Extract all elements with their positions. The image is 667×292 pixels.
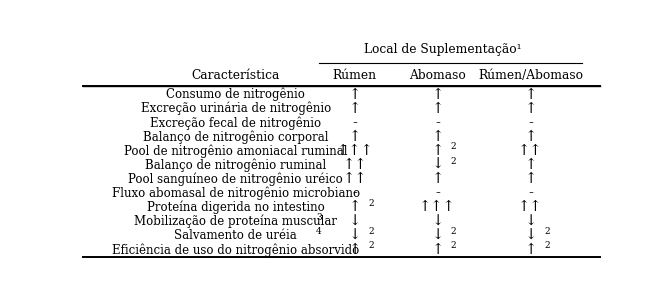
Text: ↑: ↑ bbox=[524, 102, 537, 116]
Text: ↑: ↑ bbox=[349, 88, 361, 102]
Text: Abomaso: Abomaso bbox=[409, 69, 466, 82]
Text: ↓: ↓ bbox=[349, 215, 361, 229]
Text: ↑: ↑ bbox=[524, 243, 537, 257]
Text: ↑: ↑ bbox=[524, 130, 537, 144]
Text: Balanço de nitrogênio corporal: Balanço de nitrogênio corporal bbox=[143, 130, 329, 144]
Text: 2: 2 bbox=[368, 199, 374, 208]
Text: 2: 2 bbox=[451, 241, 456, 250]
Text: 2: 2 bbox=[544, 227, 550, 236]
Text: ↑: ↑ bbox=[432, 130, 444, 144]
Text: 4: 4 bbox=[316, 227, 321, 236]
Text: ↑: ↑ bbox=[524, 158, 537, 172]
Text: ↑: ↑ bbox=[432, 243, 444, 257]
Text: ↑: ↑ bbox=[432, 102, 444, 116]
Text: -: - bbox=[435, 186, 440, 200]
Text: Rúmen/Abomaso: Rúmen/Abomaso bbox=[478, 69, 583, 82]
Text: Local de Suplementação¹: Local de Suplementação¹ bbox=[364, 43, 522, 56]
Text: 2: 2 bbox=[368, 241, 374, 250]
Text: ↓: ↓ bbox=[432, 158, 444, 172]
Text: ↑↑: ↑↑ bbox=[518, 144, 543, 158]
Text: Excreção urinária de nitrogênio: Excreção urinária de nitrogênio bbox=[141, 102, 331, 115]
Text: -: - bbox=[352, 116, 358, 130]
Text: Característica: Característica bbox=[191, 69, 280, 82]
Text: ↑: ↑ bbox=[432, 88, 444, 102]
Text: 2: 2 bbox=[544, 241, 550, 250]
Text: ↑: ↑ bbox=[349, 243, 361, 257]
Text: 2: 2 bbox=[451, 142, 456, 152]
Text: ↑: ↑ bbox=[432, 172, 444, 186]
Text: ↑↑↑: ↑↑↑ bbox=[419, 200, 456, 214]
Text: 2: 2 bbox=[451, 157, 456, 166]
Text: Pool de nitrogênio amoniacal ruminal: Pool de nitrogênio amoniacal ruminal bbox=[124, 144, 348, 158]
Text: ↑: ↑ bbox=[524, 172, 537, 186]
Text: ↓: ↓ bbox=[524, 215, 537, 229]
Text: 2: 2 bbox=[368, 227, 374, 236]
Text: ↑: ↑ bbox=[524, 88, 537, 102]
Text: Rúmen: Rúmen bbox=[333, 69, 377, 82]
Text: Excreção fecal de nitrogênio: Excreção fecal de nitrogênio bbox=[150, 116, 321, 130]
Text: ↑↑: ↑↑ bbox=[343, 158, 367, 172]
Text: ↑↑↑: ↑↑↑ bbox=[336, 144, 373, 158]
Text: -: - bbox=[528, 116, 533, 130]
Text: 2: 2 bbox=[451, 227, 456, 236]
Text: ↓: ↓ bbox=[524, 229, 537, 243]
Text: Balanço de nitrogênio ruminal: Balanço de nitrogênio ruminal bbox=[145, 158, 326, 172]
Text: ↓: ↓ bbox=[432, 229, 444, 243]
Text: -: - bbox=[528, 186, 533, 200]
Text: ↑↑: ↑↑ bbox=[343, 172, 367, 186]
Text: ↓: ↓ bbox=[432, 215, 444, 229]
Text: ↑: ↑ bbox=[349, 102, 361, 116]
Text: 3: 3 bbox=[316, 213, 321, 222]
Text: Mobilização de proteína muscular: Mobilização de proteína muscular bbox=[134, 215, 338, 228]
Text: Salvamento de uréia: Salvamento de uréia bbox=[175, 229, 297, 242]
Text: ↑↑: ↑↑ bbox=[518, 200, 543, 214]
Text: -: - bbox=[352, 186, 358, 200]
Text: -: - bbox=[435, 116, 440, 130]
Text: ↑: ↑ bbox=[349, 130, 361, 144]
Text: Consumo de nitrogênio: Consumo de nitrogênio bbox=[167, 88, 305, 101]
Text: Fluxo abomasal de nitrogênio microbiano: Fluxo abomasal de nitrogênio microbiano bbox=[112, 187, 360, 200]
Text: ↑: ↑ bbox=[349, 200, 361, 214]
Text: Pool sanguíneo de nitrogênio uréico: Pool sanguíneo de nitrogênio uréico bbox=[129, 173, 344, 186]
Text: Eficiência de uso do nitrogênio absorvido: Eficiência de uso do nitrogênio absorvid… bbox=[112, 243, 360, 256]
Text: ↑: ↑ bbox=[432, 144, 444, 158]
Text: ↓: ↓ bbox=[349, 229, 361, 243]
Text: Proteína digerida no intestino: Proteína digerida no intestino bbox=[147, 201, 325, 214]
